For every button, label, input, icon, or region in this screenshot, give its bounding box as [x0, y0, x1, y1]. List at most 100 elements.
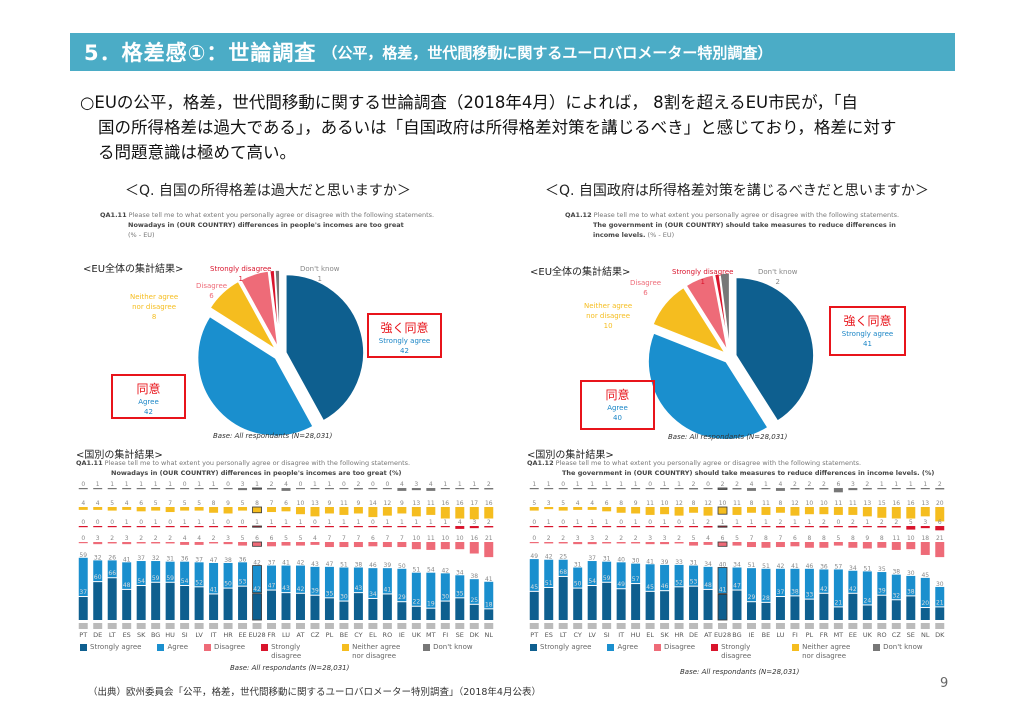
- bar-disagree: [732, 542, 742, 546]
- bar-label-don-t-know: 1: [458, 481, 462, 488]
- bar-strongly-agree: [717, 594, 728, 621]
- bar-neither-agree-nor-disagree: [122, 507, 132, 510]
- bar-neither-agree-nor-disagree: [411, 507, 421, 517]
- bar-neither-agree-nor-disagree: [602, 507, 612, 512]
- bar-don-t-know: [136, 488, 146, 490]
- flag-icon-hu: [165, 623, 175, 629]
- bar-label-strongly-agree: 35: [456, 590, 464, 597]
- legend-item-strongly-disagree: Strongly disagree: [261, 643, 326, 661]
- bar-don-t-know: [151, 488, 161, 490]
- bar-disagree: [660, 542, 670, 545]
- bar-label-disagree: 6: [270, 535, 274, 542]
- bar-label-agree: 37: [195, 556, 203, 563]
- bar-label-agree: 31: [166, 556, 174, 563]
- bar-strongly-agree: [602, 582, 612, 620]
- flag-icon-fi: [790, 623, 800, 629]
- bar-label-agree: 37: [137, 555, 145, 562]
- bar-strongly-agree: [339, 601, 349, 620]
- bar-label-strongly-disagree: 1: [255, 519, 259, 526]
- bar-label-don-t-know: 0: [561, 481, 565, 488]
- bar-label-agree: 38: [224, 557, 232, 564]
- legend-label: Agree: [167, 643, 189, 651]
- flag-icon-fr: [267, 623, 277, 629]
- flag-icon-at: [703, 623, 713, 629]
- bar-strongly-agree: [761, 602, 771, 620]
- bar-label-disagree: 21: [936, 535, 944, 542]
- legend-swatch: [607, 644, 615, 651]
- bar-label-neither-agree-nor-disagree: 5: [197, 500, 201, 507]
- bar-label-don-t-know: 0: [342, 481, 346, 488]
- bar-label-neither-agree-nor-disagree: 6: [605, 500, 609, 507]
- bar-label-strongly-disagree: 1: [342, 519, 346, 526]
- left-qa-unit: (% - EU): [128, 231, 155, 239]
- category-label: IE: [399, 631, 405, 639]
- bar-strongly-agree: [310, 595, 320, 620]
- bar-label-disagree: 16: [470, 535, 478, 542]
- bar-label-neither-agree-nor-disagree: 16: [907, 500, 915, 507]
- left-pie-base: Base: All respondants (N=28,031): [213, 432, 333, 440]
- bar-disagree: [920, 542, 930, 555]
- bar-agree: [469, 579, 479, 604]
- bar-label-strongly-agree: 37: [777, 589, 785, 596]
- flag-icon-be: [339, 623, 349, 629]
- bar-label-disagree: 7: [400, 535, 404, 542]
- category-label: LU: [776, 631, 784, 639]
- bar-don-t-know: [324, 488, 334, 490]
- bar-neither-agree-nor-disagree: [616, 507, 626, 513]
- bar-strongly-agree: [122, 589, 132, 620]
- bar-label-strongly-agree: 60: [94, 574, 102, 581]
- bar-label-don-t-know: 1: [168, 481, 172, 488]
- bar-neither-agree-nor-disagree: [877, 507, 887, 518]
- bar-agree: [645, 564, 655, 591]
- category-label: DE: [93, 631, 102, 639]
- bar-label-agree: 47: [326, 561, 334, 568]
- bar-strongly-disagree: [848, 526, 858, 528]
- category-label: IT: [618, 631, 624, 639]
- pie-slice-strongly-agree: [735, 276, 815, 423]
- bar-disagree: [775, 542, 785, 548]
- bar-strongly-agree: [790, 596, 800, 620]
- bar-label-agree: 41: [282, 560, 290, 567]
- bar-neither-agree-nor-disagree: [732, 507, 742, 515]
- bar-label-disagree: 8: [764, 535, 768, 542]
- left-pie-chart: [196, 269, 365, 437]
- bar-label-strongly-disagree: 0: [96, 519, 100, 526]
- bar-don-t-know: [732, 488, 742, 490]
- bar-agree: [790, 568, 800, 596]
- bar-label-neither-agree-nor-disagree: 11: [733, 500, 741, 507]
- bar-neither-agree-nor-disagree: [717, 506, 728, 515]
- bar-label-neither-agree-nor-disagree: 14: [369, 500, 377, 507]
- bar-label-agree: 42: [441, 567, 449, 574]
- legend-swatch: [792, 644, 800, 651]
- bar-strongly-disagree: [920, 526, 930, 529]
- category-label: LV: [195, 631, 203, 639]
- bar-label-agree: 42: [253, 560, 261, 567]
- bar-neither-agree-nor-disagree: [761, 507, 771, 515]
- bar-neither-agree-nor-disagree: [920, 507, 930, 517]
- category-label: ES: [545, 631, 553, 639]
- bar-label-disagree: 5: [284, 535, 288, 542]
- right-bar-base: Base: All respondants (N=28,031): [680, 668, 800, 676]
- bar-disagree: [440, 542, 450, 550]
- bar-label-don-t-know: 2: [938, 481, 942, 488]
- flag-icon-el: [368, 623, 378, 629]
- bar-don-t-know: [223, 488, 233, 490]
- pie-slice-neither-agree-nor-disagree: [651, 286, 728, 355]
- bar-disagree: [804, 542, 814, 548]
- bar-don-t-know: [339, 488, 349, 490]
- bar-label-strongly-disagree: 1: [183, 519, 187, 526]
- bar-neither-agree-nor-disagree: [165, 507, 175, 513]
- bar-label-agree: 42: [777, 563, 785, 570]
- bar-strongly-agree: [455, 598, 465, 620]
- bar-label-neither-agree-nor-disagree: 11: [835, 500, 843, 507]
- bar-disagree: [339, 542, 349, 548]
- bar-label-agree: 36: [181, 556, 189, 563]
- right-bar-qa-text: Please tell me to what extent you person…: [555, 459, 862, 467]
- bar-don-t-know: [397, 488, 407, 491]
- bar-label-strongly-agree: 42: [820, 586, 828, 593]
- bar-strongly-disagree: [310, 526, 320, 528]
- bar-label-strongly-agree: 46: [661, 583, 669, 590]
- bar-label-neither-agree-nor-disagree: 4: [96, 500, 100, 507]
- bar-label-strongly-agree: 38: [907, 588, 915, 595]
- bar-strongly-agree: [368, 598, 378, 620]
